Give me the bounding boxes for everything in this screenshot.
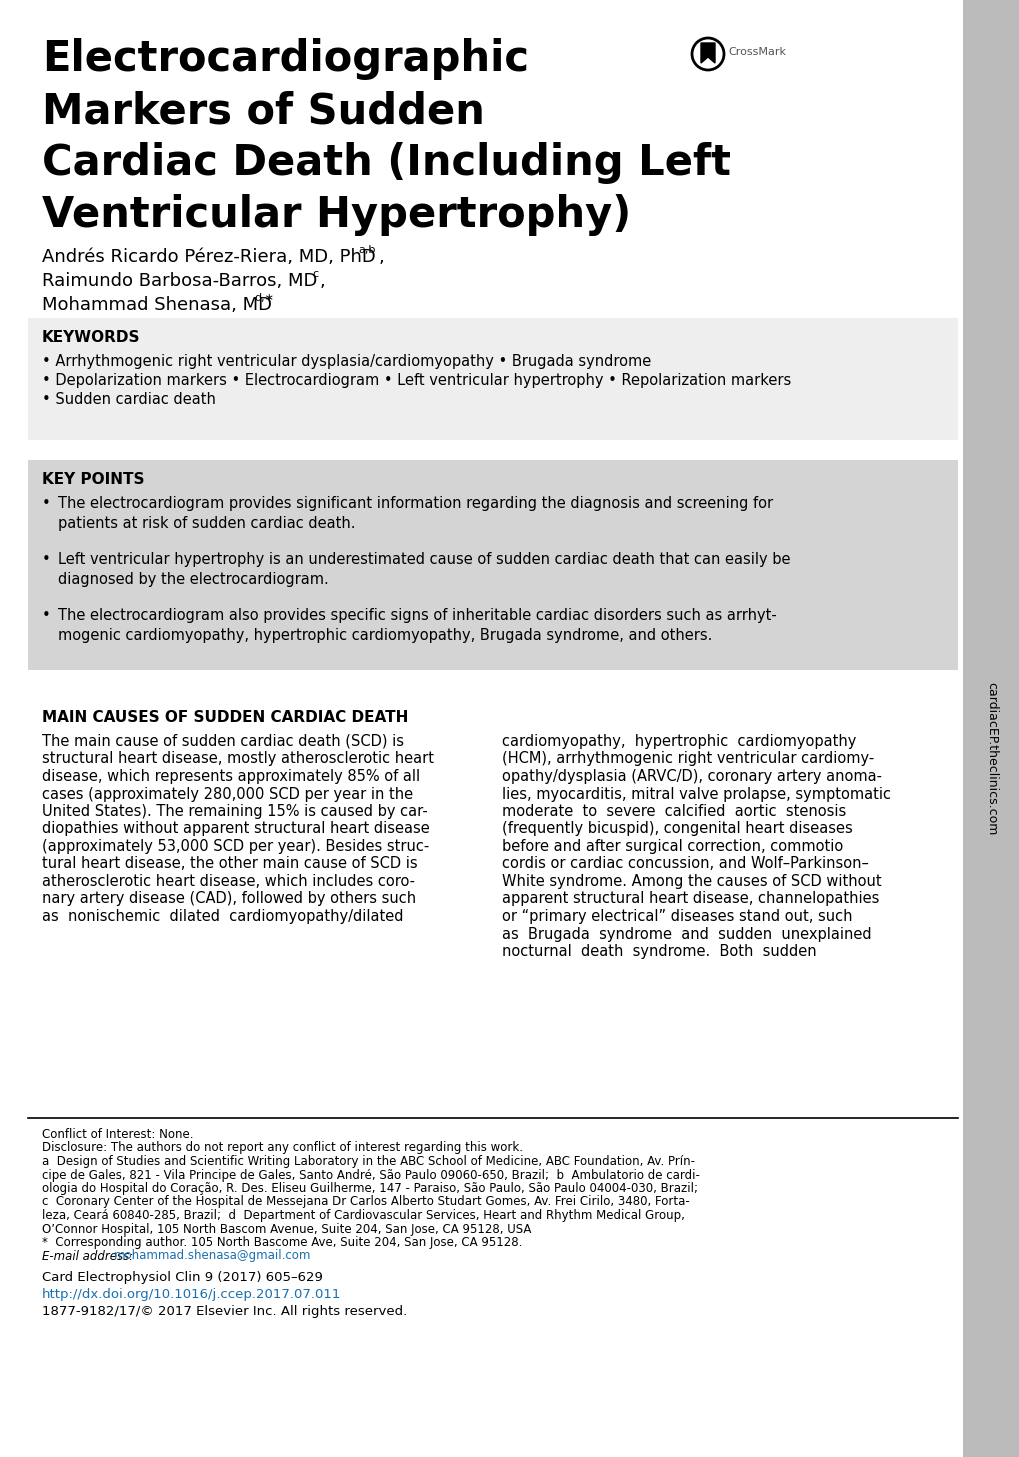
Text: MAIN CAUSES OF SUDDEN CARDIAC DEATH: MAIN CAUSES OF SUDDEN CARDIAC DEATH (42, 710, 408, 726)
Text: as  Brugada  syndrome  and  sudden  unexplained: as Brugada syndrome and sudden unexplain… (501, 927, 871, 941)
Text: • Arrhythmogenic right ventricular dysplasia/cardiomyopathy • Brugada syndrome: • Arrhythmogenic right ventricular dyspl… (42, 354, 650, 369)
Text: Disclosure: The authors do not report any conflict of interest regarding this wo: Disclosure: The authors do not report an… (42, 1141, 523, 1154)
Text: Andrés Ricardo Pérez-Riera, MD, PhD: Andrés Ricardo Pérez-Riera, MD, PhD (42, 248, 375, 267)
Text: •: • (42, 495, 51, 511)
Text: Card Electrophysiol Clin 9 (2017) 605–629: Card Electrophysiol Clin 9 (2017) 605–62… (42, 1271, 323, 1284)
Text: structural heart disease, mostly atherosclerotic heart: structural heart disease, mostly atheros… (42, 752, 433, 766)
Text: tural heart disease, the other main cause of SCD is: tural heart disease, the other main caus… (42, 857, 417, 871)
Text: KEY POINTS: KEY POINTS (42, 472, 145, 487)
Text: cases (approximately 280,000 SCD per year in the: cases (approximately 280,000 SCD per yea… (42, 787, 413, 801)
Text: lies, myocarditis, mitral valve prolapse, symptomatic: lies, myocarditis, mitral valve prolapse… (501, 787, 891, 801)
Text: E-mail address:: E-mail address: (42, 1250, 137, 1263)
Text: ,: , (320, 272, 325, 290)
Text: The main cause of sudden cardiac death (SCD) is: The main cause of sudden cardiac death (… (42, 734, 404, 749)
Text: http://dx.doi.org/10.1016/j.ccep.2017.07.011: http://dx.doi.org/10.1016/j.ccep.2017.07… (42, 1288, 341, 1301)
Text: The electrocardiogram provides significant information regarding the diagnosis a: The electrocardiogram provides significa… (58, 495, 772, 532)
Text: as  nonischemic  dilated  cardiomyopathy/dilated: as nonischemic dilated cardiomyopathy/di… (42, 909, 404, 924)
Text: opathy/dysplasia (ARVC/D), coronary artery anoma-: opathy/dysplasia (ARVC/D), coronary arte… (501, 769, 881, 784)
Text: or “primary electrical” diseases stand out, such: or “primary electrical” diseases stand o… (501, 909, 852, 924)
Text: Conflict of Interest: None.: Conflict of Interest: None. (42, 1128, 194, 1141)
Text: White syndrome. Among the causes of SCD without: White syndrome. Among the causes of SCD … (501, 874, 880, 889)
Text: cardiacEP.theclinics.com: cardiacEP.theclinics.com (984, 682, 997, 835)
Text: d,∗: d,∗ (254, 293, 274, 303)
Text: ologia do Hospital do Coração, R. Des. Eliseu Guilherme, 147 - Paraiso, São Paul: ologia do Hospital do Coração, R. Des. E… (42, 1182, 697, 1195)
Text: • Sudden cardiac death: • Sudden cardiac death (42, 392, 216, 407)
Text: moderate  to  severe  calcified  aortic  stenosis: moderate to severe calcified aortic sten… (501, 804, 846, 819)
Text: atherosclerotic heart disease, which includes coro-: atherosclerotic heart disease, which inc… (42, 874, 415, 889)
FancyBboxPatch shape (28, 318, 957, 440)
Text: nary artery disease (CAD), followed by others such: nary artery disease (CAD), followed by o… (42, 892, 416, 906)
Text: (approximately 53,000 SCD per year). Besides struc-: (approximately 53,000 SCD per year). Bes… (42, 839, 429, 854)
Text: (frequently bicuspid), congenital heart diseases: (frequently bicuspid), congenital heart … (501, 822, 852, 836)
Polygon shape (700, 44, 714, 63)
Text: a,b: a,b (358, 245, 375, 255)
Text: (HCM), arrhythmogenic right ventricular cardiomy-: (HCM), arrhythmogenic right ventricular … (501, 752, 873, 766)
Text: apparent structural heart disease, channelopathies: apparent structural heart disease, chann… (501, 892, 878, 906)
Text: O’Connor Hospital, 105 North Bascom Avenue, Suite 204, San Jose, CA 95128, USA: O’Connor Hospital, 105 North Bascom Aven… (42, 1222, 531, 1236)
Text: Markers of Sudden: Markers of Sudden (42, 90, 484, 133)
Text: KEYWORDS: KEYWORDS (42, 329, 141, 345)
Text: • Depolarization markers • Electrocardiogram • Left ventricular hypertrophy • Re: • Depolarization markers • Electrocardio… (42, 373, 791, 388)
Text: mohammad.shenasa@gmail.com: mohammad.shenasa@gmail.com (114, 1250, 311, 1263)
Text: a  Design of Studies and Scientific Writing Laboratory in the ABC School of Medi: a Design of Studies and Scientific Writi… (42, 1155, 694, 1169)
Text: Mohammad Shenasa, MD: Mohammad Shenasa, MD (42, 296, 272, 315)
Text: diopathies without apparent structural heart disease: diopathies without apparent structural h… (42, 822, 429, 836)
FancyBboxPatch shape (28, 460, 957, 670)
Text: before and after surgical correction, commotio: before and after surgical correction, co… (501, 839, 843, 854)
Text: Electrocardiographic: Electrocardiographic (42, 38, 529, 80)
Text: cordis or cardiac concussion, and Wolf–Parkinson–: cordis or cardiac concussion, and Wolf–P… (501, 857, 868, 871)
FancyBboxPatch shape (962, 0, 1019, 1457)
Text: The electrocardiogram also provides specific signs of inheritable cardiac disord: The electrocardiogram also provides spec… (58, 608, 776, 644)
Text: •: • (42, 608, 51, 624)
Text: nocturnal  death  syndrome.  Both  sudden: nocturnal death syndrome. Both sudden (501, 944, 816, 959)
Text: Left ventricular hypertrophy is an underestimated cause of sudden cardiac death : Left ventricular hypertrophy is an under… (58, 552, 790, 587)
Text: disease, which represents approximately 85% of all: disease, which represents approximately … (42, 769, 420, 784)
Text: *  Corresponding author. 105 North Bascome Ave, Suite 204, San Jose, CA 95128.: * Corresponding author. 105 North Bascom… (42, 1236, 522, 1249)
Text: CrossMark: CrossMark (728, 47, 786, 57)
Text: cardiomyopathy,  hypertrophic  cardiomyopathy: cardiomyopathy, hypertrophic cardiomyopa… (501, 734, 856, 749)
Text: c  Coronary Center of the Hospital de Messejana Dr Carlos Alberto Studart Gomes,: c Coronary Center of the Hospital de Mes… (42, 1196, 689, 1208)
Text: Raimundo Barbosa-Barros, MD: Raimundo Barbosa-Barros, MD (42, 272, 317, 290)
Text: Ventricular Hypertrophy): Ventricular Hypertrophy) (42, 194, 631, 236)
Text: cipe de Gales, 821 - Vila Principe de Gales, Santo André, São Paulo 09060-650, B: cipe de Gales, 821 - Vila Principe de Ga… (42, 1169, 699, 1182)
Text: •: • (42, 552, 51, 567)
Text: ,: , (379, 248, 384, 267)
Text: Cardiac Death (Including Left: Cardiac Death (Including Left (42, 141, 731, 184)
Text: United States). The remaining 15% is caused by car-: United States). The remaining 15% is cau… (42, 804, 427, 819)
Text: 1877-9182/17/© 2017 Elsevier Inc. All rights reserved.: 1877-9182/17/© 2017 Elsevier Inc. All ri… (42, 1305, 407, 1319)
Text: c: c (312, 270, 318, 278)
Text: leza, Ceará 60840-285, Brazil;  d  Department of Cardiovascular Services, Heart : leza, Ceará 60840-285, Brazil; d Departm… (42, 1209, 684, 1222)
